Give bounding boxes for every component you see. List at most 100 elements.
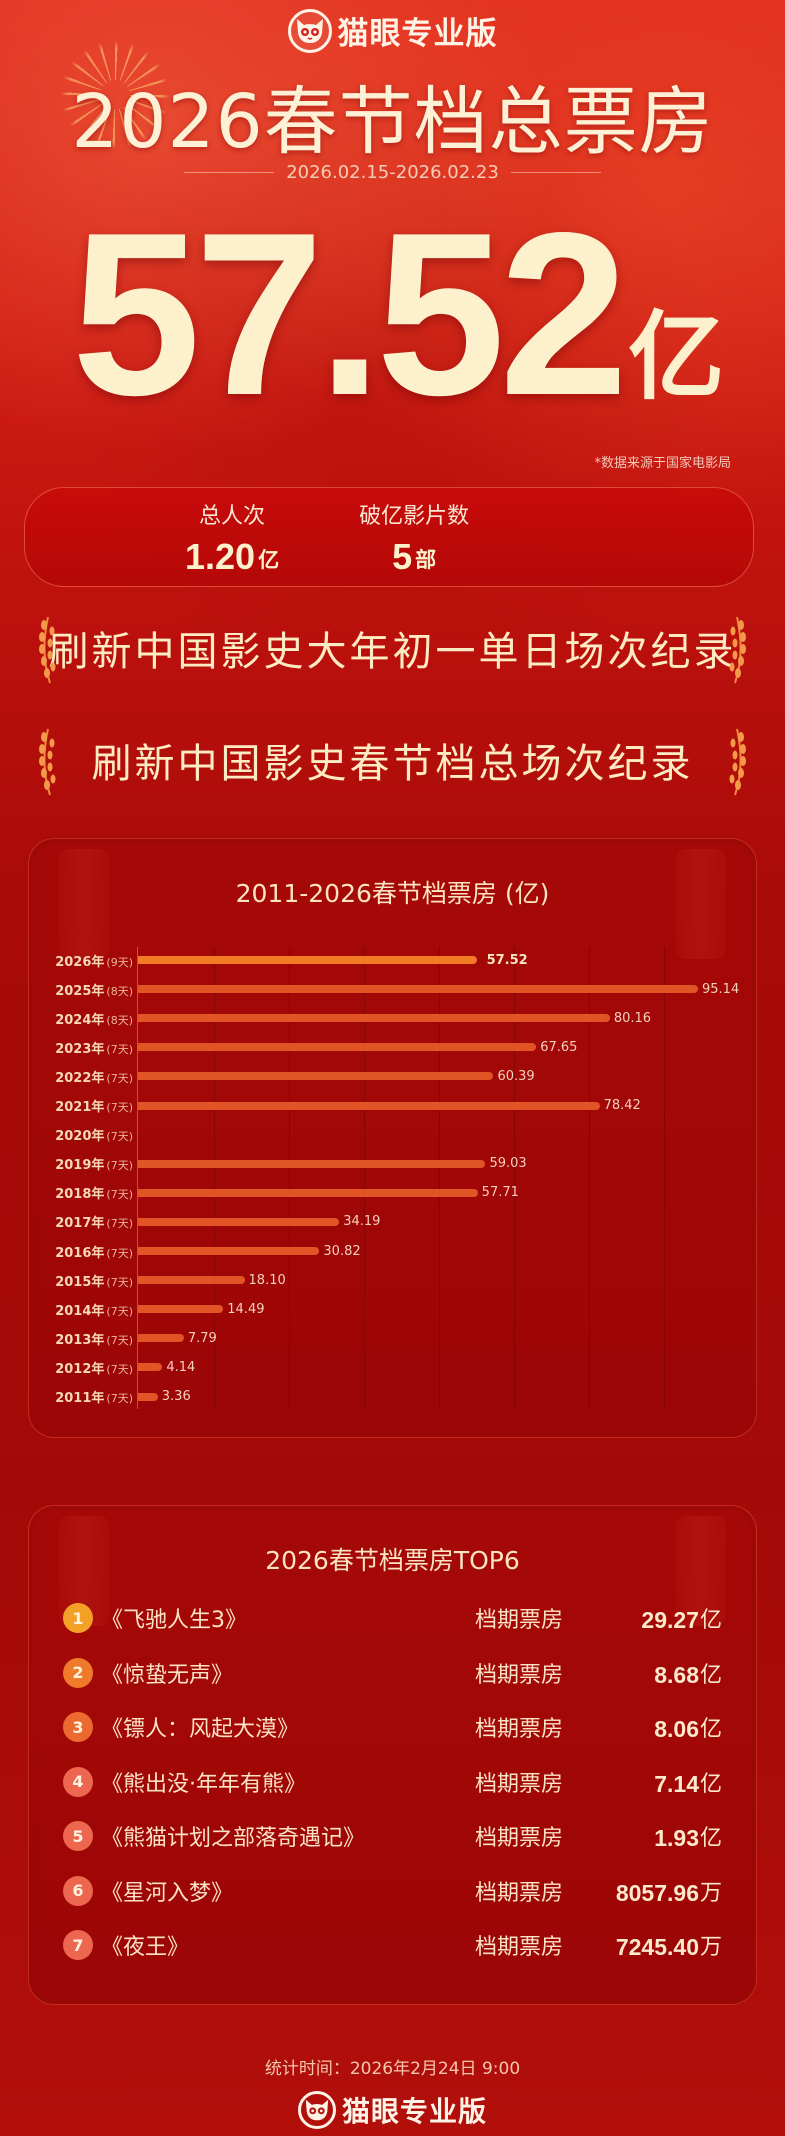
year-label: 2021年 (7天): [45, 1096, 133, 1115]
chart-row: 2019年 (7天) 59.03: [29, 1154, 756, 1174]
year-text: 2024年: [55, 1012, 105, 1028]
value-label: 80.16: [613, 1010, 652, 1026]
pillar-decoration: [59, 849, 109, 959]
year-text: 2020年: [55, 1129, 105, 1145]
year-label: 2017年 (7天): [45, 1212, 133, 1231]
year-text: 2015年: [55, 1274, 105, 1290]
chart-row: 2026年 (9天) 57.52: [29, 950, 756, 970]
days-text: (7天): [106, 1304, 133, 1318]
days-text: (7天): [106, 1275, 133, 1289]
maoyan-logo: 猫眼专业版: [0, 8, 785, 53]
bar: [138, 1014, 610, 1023]
stat-admissions: 总人次 1.20 亿: [185, 488, 279, 586]
year-text: 2018年: [55, 1187, 105, 1203]
page-title: 2026春节档总票房: [71, 79, 714, 165]
stats-box: 总人次 1.20 亿 破亿影片数 5 部: [24, 487, 754, 587]
movie-title: 《星河入梦》: [101, 1880, 234, 1906]
chart-title: 2011-2026春节档票房 (亿): [235, 879, 550, 908]
stat-films-over-100m: 破亿影片数 5 部: [359, 488, 469, 586]
movie-row: 4 《熊出没·年年有熊》 档期票房 7.14 亿: [29, 1762, 756, 1802]
box-office-value: 8.06 亿: [654, 1711, 722, 1743]
brand-name: 猫眼专业版: [341, 2095, 487, 2128]
value-label: 34.19: [343, 1214, 381, 1230]
brand-name: 猫眼专业版: [337, 16, 498, 52]
year-label: 2019年 (7天): [45, 1154, 133, 1173]
movie-title: 《熊出没·年年有熊》: [101, 1771, 306, 1797]
gridline: [289, 947, 290, 1409]
movie-title: 《惊蛰无声》: [101, 1662, 234, 1688]
bar: [138, 1392, 158, 1401]
box-office-value: 1.93 亿: [654, 1820, 722, 1852]
movie-row: 7 《夜王》 档期票房 7245.40 万: [29, 1925, 756, 1965]
year-text: 2021年: [55, 1100, 105, 1115]
statistics-time: 统计时间：2026年2月24日 9:00: [264, 2059, 521, 2079]
year-label: 2018年 (7天): [45, 1183, 133, 1202]
bar: [138, 1043, 537, 1052]
value-label: 95.14: [702, 981, 740, 997]
value-label: 57.52: [486, 952, 528, 968]
year-label: 2016年 (7天): [45, 1242, 133, 1261]
bar: [138, 1159, 486, 1168]
divider-line: [510, 172, 601, 173]
hero-banner: 猫眼专业版 2026春节档总票房 2026.02.15-2026.02.23 5…: [0, 0, 785, 640]
bar: [138, 1276, 245, 1285]
date-range: 2026.02.15-2026.02.23: [0, 162, 785, 183]
box-office-number: 8.06: [654, 1716, 699, 1742]
record-banner-2: 刷新中国影史春节档总场次纪录: [0, 720, 785, 800]
record-text: 刷新中国影史春节档总场次纪录: [91, 741, 694, 787]
y-axis-line: [137, 947, 138, 1409]
stat-value: 5 部: [392, 538, 436, 576]
days-text: (7天): [106, 1071, 133, 1085]
rank-badge: 2: [63, 1657, 93, 1688]
value-label: 57.71: [481, 1185, 519, 1201]
stat-label: 总人次: [199, 504, 266, 529]
divider-line: [184, 172, 275, 173]
chart-row: 2015年 (7天) 18.10: [29, 1270, 756, 1290]
days-text: (7天): [106, 1217, 133, 1231]
bar: [138, 1072, 494, 1081]
bar: [138, 985, 698, 994]
box-office-number: 8057.96: [615, 1879, 699, 1906]
year-text: 2014年: [55, 1303, 105, 1319]
chart-row: 2023年 (7天) 67.65: [29, 1037, 756, 1057]
year-text: 2019年: [55, 1158, 105, 1174]
year-label: 2011年 (7天): [45, 1387, 133, 1406]
year-text: 2011年: [55, 1391, 105, 1406]
rank-badge: 7: [63, 1930, 93, 1960]
bar: [138, 1101, 600, 1110]
days-text: (7天): [106, 1130, 133, 1144]
laurel-right-icon: [729, 728, 746, 796]
record-banner-1: 刷新中国影史大年初一单日场次纪录: [0, 608, 785, 688]
box-office-label: 档期票房: [475, 1771, 564, 1797]
value-label: 7.79: [187, 1330, 217, 1346]
stat-label: 破亿影片数: [359, 504, 470, 529]
movie-row: 5 《熊猫计划之部落奇遇记》 档期票房 1.93 亿: [29, 1816, 756, 1856]
movie-title: 《飞驰人生3》: [101, 1608, 247, 1633]
year-text: 2026年: [55, 954, 105, 970]
year-label: 2015年 (7天): [45, 1271, 133, 1290]
year-text: 2017年: [55, 1216, 105, 1232]
chart-row: 2024年 (8天) 80.16: [29, 1008, 756, 1028]
rank-badge: 3: [63, 1712, 93, 1742]
cat-logo-icon: [297, 2091, 336, 2129]
pillar-decoration: [676, 1516, 726, 1626]
box-office-unit: 亿: [699, 1662, 722, 1688]
bar: [138, 956, 477, 964]
year-text: 2022年: [55, 1070, 105, 1086]
box-office-value: 29.27 亿: [641, 1602, 722, 1634]
year-text: 2025年: [55, 983, 105, 999]
bar: [138, 1188, 478, 1197]
days-text: (7天): [106, 1392, 133, 1405]
box-office-number: 29.27: [641, 1607, 699, 1633]
chart-row: 2020年 (7天): [29, 1125, 756, 1145]
box-office-number: 7.14: [654, 1770, 699, 1797]
box-office-number: 8.68: [654, 1661, 699, 1688]
date-range-text: 2026.02.15-2026.02.23: [286, 162, 499, 183]
value-label: 59.03: [489, 1156, 527, 1172]
year-label: 2022年 (7天): [45, 1067, 133, 1086]
stat-number: 5: [392, 536, 413, 577]
year-label: 2025年 (8天): [45, 980, 133, 999]
top-list-title: 2026春节档票房TOP6: [265, 1546, 520, 1575]
movie-title: 《熊猫计划之部落奇遇记》: [101, 1826, 366, 1851]
stat-number: 1.20: [185, 536, 256, 577]
